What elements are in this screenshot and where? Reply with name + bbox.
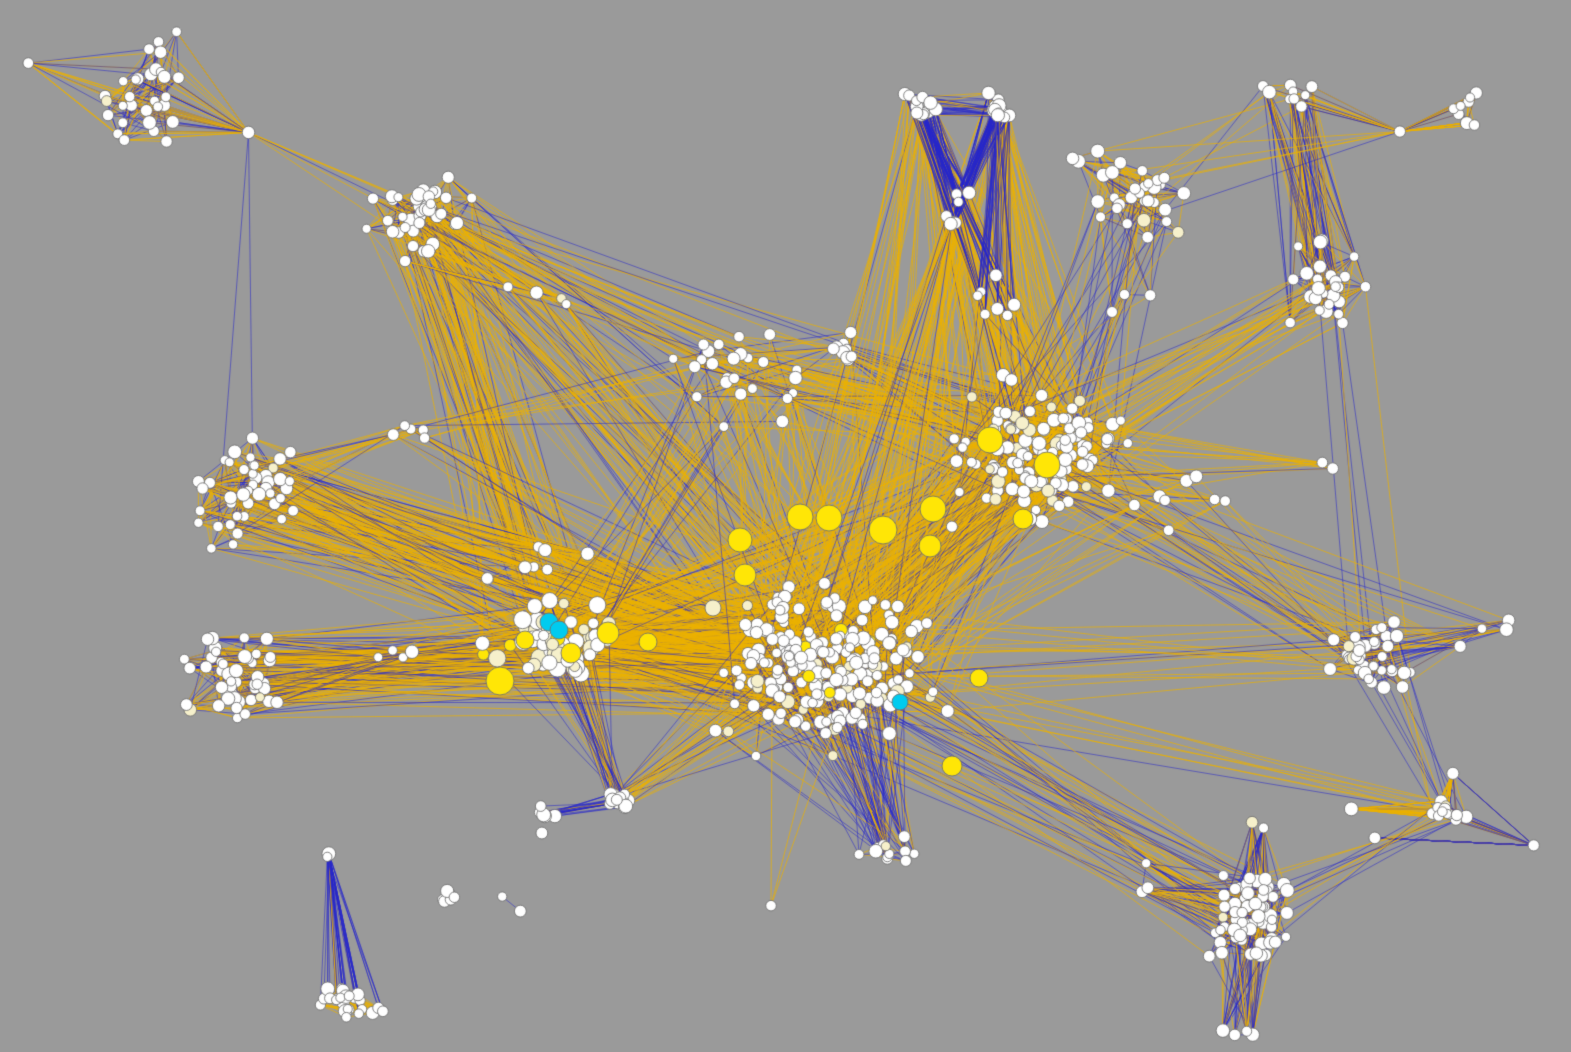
graph-viewport [0,0,1571,1052]
network-graph-canvas[interactable] [0,0,1571,1052]
